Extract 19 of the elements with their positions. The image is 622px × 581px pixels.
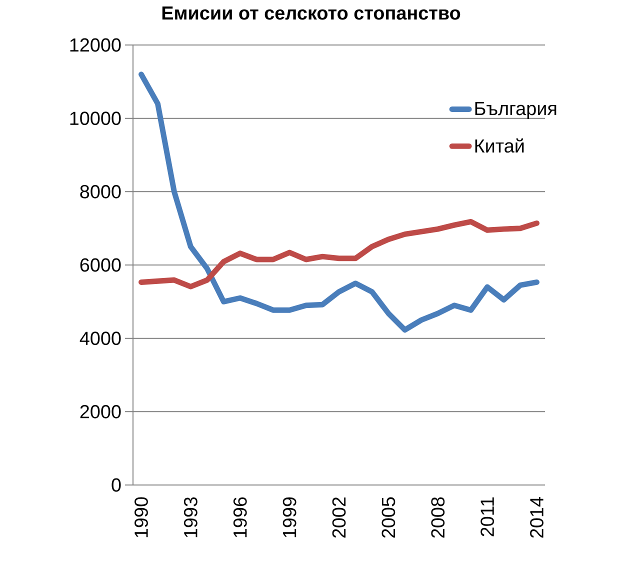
x-tick-label: 1999 xyxy=(282,497,296,538)
x-tick-label: 1990 xyxy=(134,497,148,538)
x-tick-label: 2014 xyxy=(530,497,544,538)
legend-label: Китай xyxy=(475,138,524,153)
y-tick-label: 12000 xyxy=(70,38,121,52)
x-tick-label: 2002 xyxy=(332,497,346,538)
y-tick-label: 4000 xyxy=(80,332,121,346)
y-tick-label: 10000 xyxy=(70,112,121,126)
x-tick-label: 1993 xyxy=(184,497,198,538)
x-tick-label: 2005 xyxy=(382,497,396,538)
y-tick-label: 6000 xyxy=(80,258,121,272)
x-tick-label: 2008 xyxy=(431,497,445,538)
legend-label: България xyxy=(475,102,556,119)
y-tick-label: 8000 xyxy=(80,184,121,198)
x-tick-label: 2011 xyxy=(480,497,494,536)
y-tick-label: 2000 xyxy=(80,404,121,418)
chart-title: Емисии от селското стопанство xyxy=(162,6,460,20)
x-tick-label: 1996 xyxy=(233,497,247,538)
y-tick-label: 0 xyxy=(112,478,121,492)
